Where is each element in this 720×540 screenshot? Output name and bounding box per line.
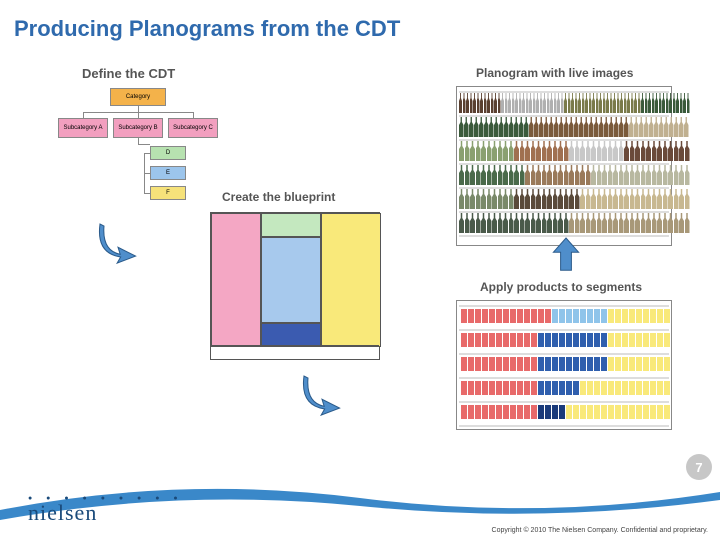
nielsen-logo: nielsen xyxy=(28,500,97,526)
cdt-node: E xyxy=(150,166,186,180)
planogram-panel xyxy=(456,86,672,246)
cdt-node: Category xyxy=(110,88,166,106)
curve-arrow-icon xyxy=(96,220,140,264)
cdt-node: Subcategory C xyxy=(168,118,218,138)
blueprint-panel xyxy=(210,212,380,360)
blueprint-block xyxy=(261,213,321,237)
blueprint-block xyxy=(261,237,321,323)
cdt-node: D xyxy=(150,146,186,160)
slide-title: Producing Planograms from the CDT xyxy=(14,16,400,42)
planogram-row xyxy=(459,165,690,185)
segment-row xyxy=(461,357,671,371)
section-apply: Apply products to segments xyxy=(480,280,642,294)
up-arrow-icon xyxy=(548,236,584,272)
blueprint-block xyxy=(261,323,321,347)
curve-arrow-icon xyxy=(300,372,344,416)
blueprint-block xyxy=(321,213,381,347)
blueprint-block xyxy=(211,213,261,347)
planogram-row xyxy=(459,117,689,137)
segment-row xyxy=(461,381,671,395)
page-number: 7 xyxy=(686,454,712,480)
planogram-row xyxy=(459,189,690,209)
section-planogram: Planogram with live images xyxy=(476,66,633,80)
cdt-node: F xyxy=(150,186,186,200)
cdt-node: Subcategory A xyxy=(58,118,108,138)
section-blueprint: Create the blueprint xyxy=(222,190,335,204)
section-define: Define the CDT xyxy=(82,66,175,81)
copyright: Copyright © 2010 The Nielsen Company. Co… xyxy=(492,527,708,534)
planogram-row xyxy=(459,93,690,113)
segment-row xyxy=(461,309,671,323)
planogram-row xyxy=(459,213,690,233)
planogram-row xyxy=(459,141,690,161)
segment-row xyxy=(461,333,671,347)
segments-panel xyxy=(456,300,672,430)
cdt-node: Subcategory B xyxy=(113,118,163,138)
segment-row xyxy=(461,405,671,419)
